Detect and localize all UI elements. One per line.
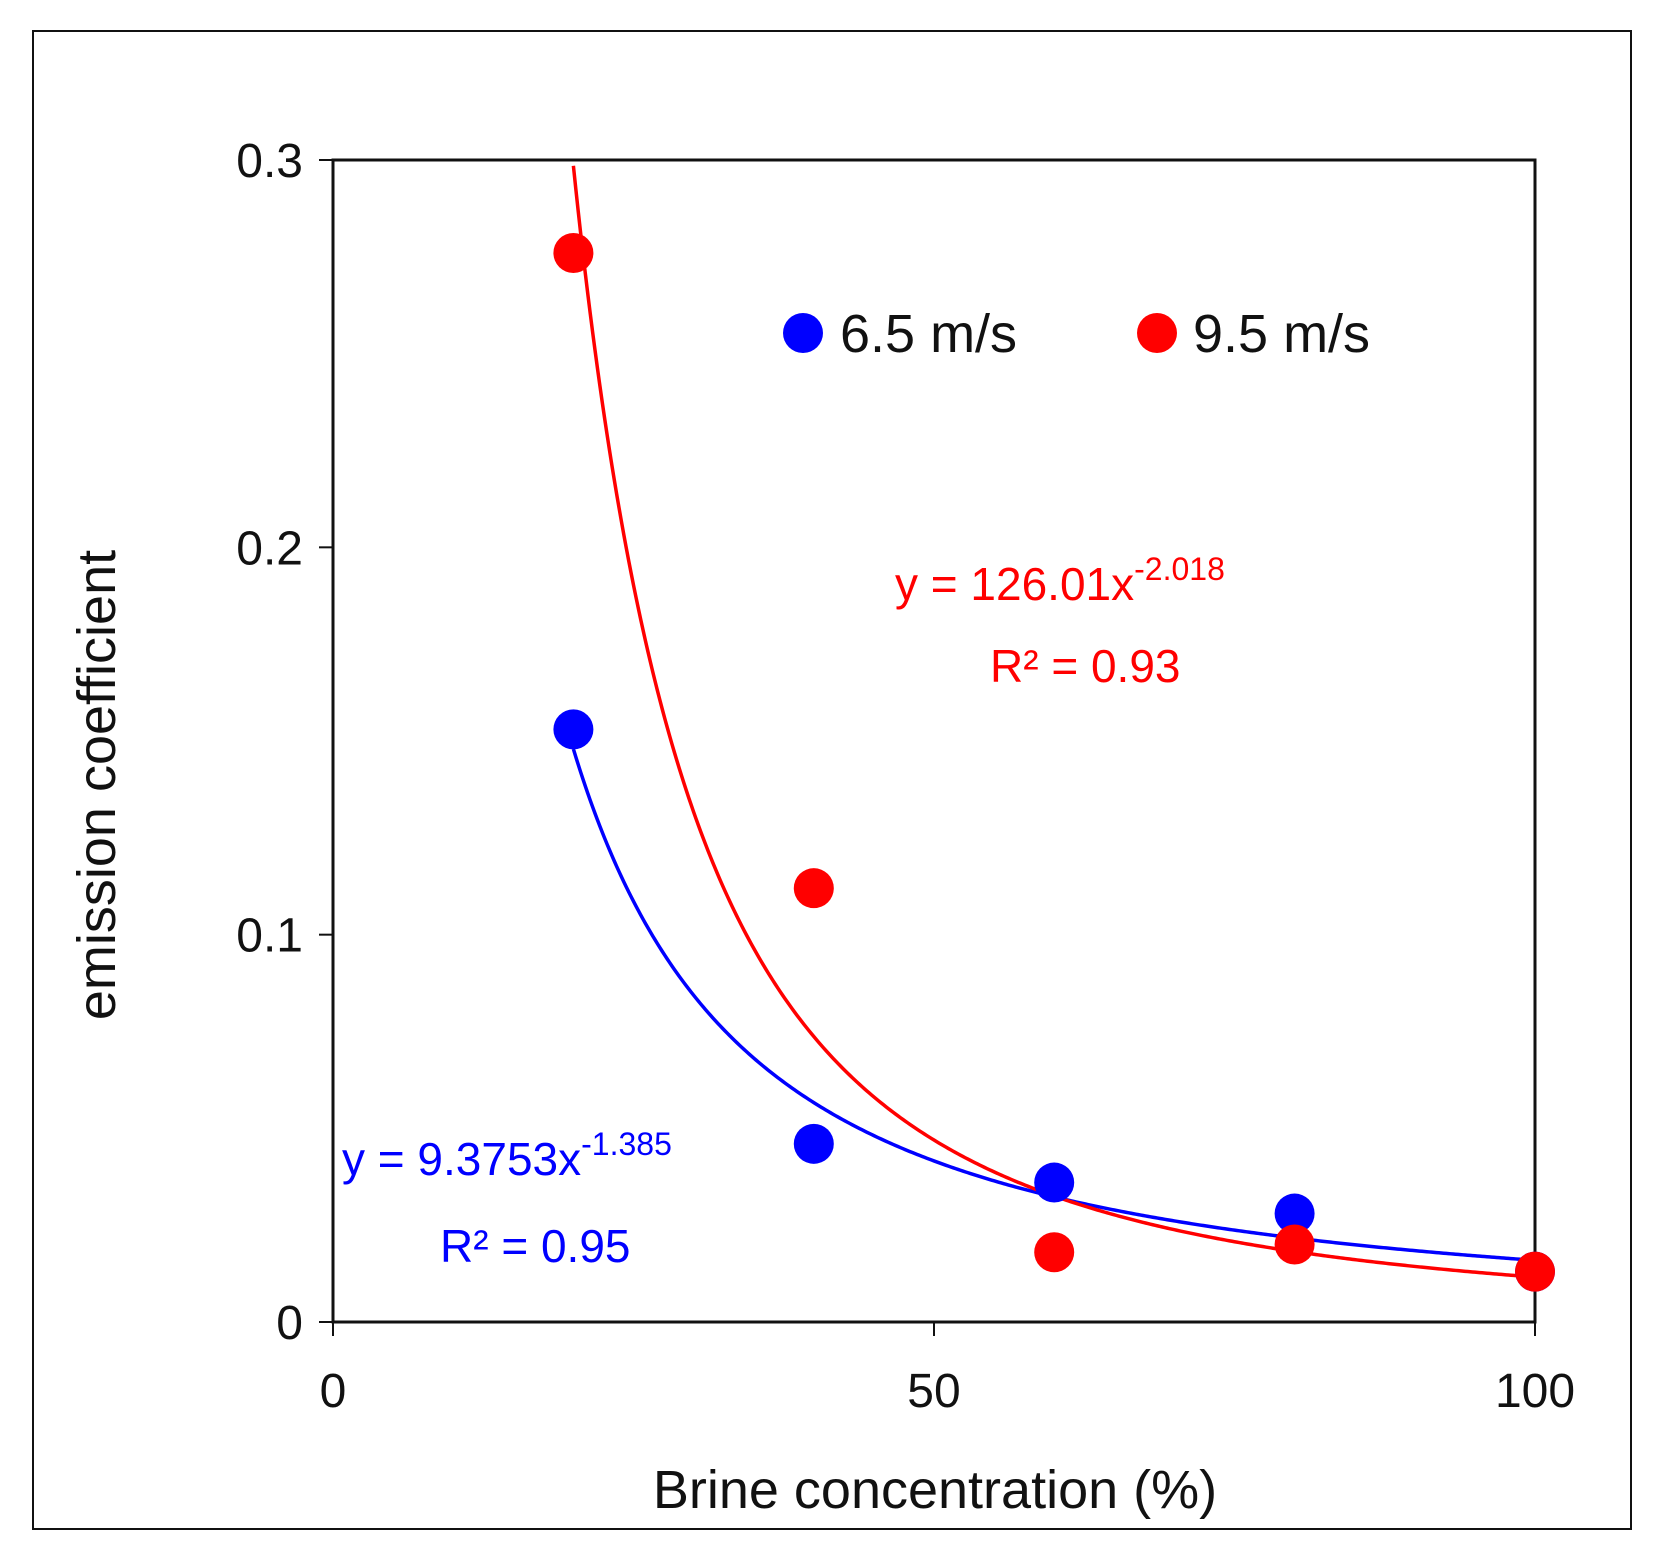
data-point-6-5	[553, 709, 594, 750]
legend-marker-6-5	[783, 313, 823, 353]
x-axis-title: Brine concentration (%)	[653, 1460, 1217, 1520]
x-tick-label: 0	[320, 1365, 347, 1418]
x-tick-label: 50	[907, 1365, 960, 1418]
fit-r2-6-5: R² = 0.95	[440, 1220, 631, 1272]
data-point-9-5	[1034, 1232, 1075, 1273]
y-tick-label: 0.3	[236, 135, 303, 188]
data-point-9-5	[1274, 1224, 1315, 1265]
fit-r2-9-5: R² = 0.93	[990, 640, 1181, 692]
y-tick-label: 0.2	[236, 522, 303, 575]
data-point-9-5	[793, 868, 834, 909]
data-point-9-5	[553, 232, 594, 273]
data-point-6-5	[793, 1123, 834, 1164]
legend-marker-9-5	[1137, 313, 1177, 353]
data-point-9-5	[1515, 1251, 1555, 1292]
y-tick-label: 0	[276, 1297, 303, 1350]
fit-curve-9-5	[571, 165, 1536, 1279]
legend-label-9-5: 9.5 m/s	[1193, 304, 1370, 364]
y-tick-label: 0.1	[236, 910, 303, 963]
data-point-6-5	[1274, 1193, 1315, 1234]
x-tick-label: 100	[1495, 1365, 1575, 1418]
y-axis-title: emission coefficient	[67, 550, 127, 1020]
data-point-6-5	[1034, 1162, 1075, 1203]
legend-label-6-5: 6.5 m/s	[840, 304, 1017, 364]
axis-ticks: 0 0.1 0.2 0.3 0 50 100	[236, 135, 1575, 1418]
data-points	[553, 232, 1555, 1292]
figure-frame	[32, 30, 1632, 1530]
fit-equation-6-5: y = 9.3753x-1.385	[342, 1126, 672, 1185]
fit-equation-9-5: y = 126.01x-2.018	[895, 551, 1225, 610]
legend: 6.5 m/s 9.5 m/s	[783, 304, 1370, 364]
